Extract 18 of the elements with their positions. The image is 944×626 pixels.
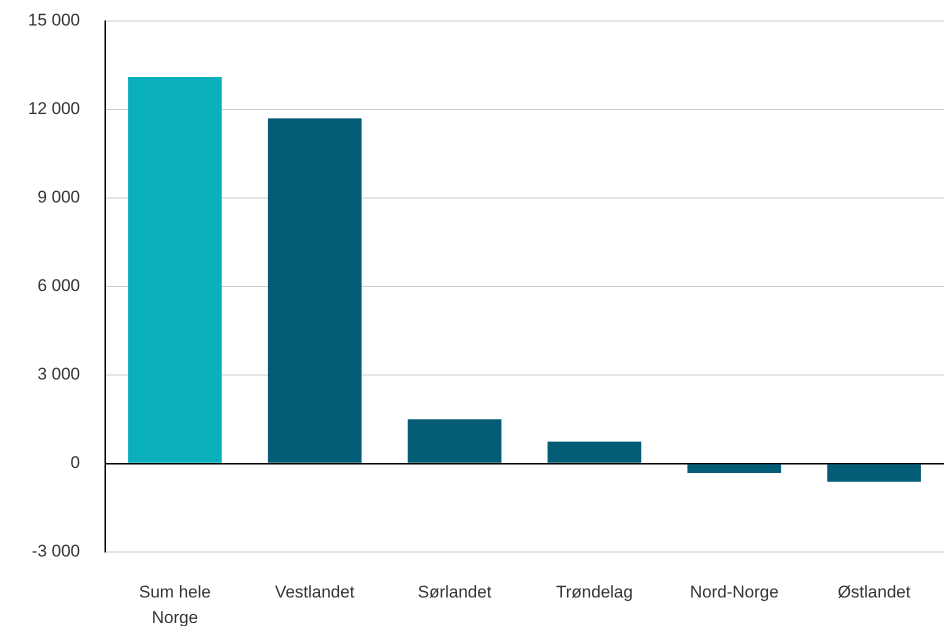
y-tick-label: 6 000 [37,276,80,296]
x-tick-label: Nord-Norge [690,582,779,602]
y-tick-label: 9 000 [37,188,80,207]
bar [408,419,502,463]
x-tick-label: Vestlandet [275,582,355,602]
bar [268,118,362,463]
x-tick-label: Østlandet [838,582,911,602]
y-tick-label: 0 [70,453,80,472]
y-tick-label: 3 000 [37,364,80,384]
bar [548,442,642,463]
y-tick-label: 15 000 [28,10,80,30]
x-tick-label: Trøndelag [556,582,633,602]
bar [128,77,222,463]
bar [687,464,782,473]
x-tick-label: Sørlandet [418,582,492,602]
y-tick-label: 12 000 [28,99,80,118]
y-tick-label: -3 000 [32,542,80,561]
bar [827,464,921,482]
